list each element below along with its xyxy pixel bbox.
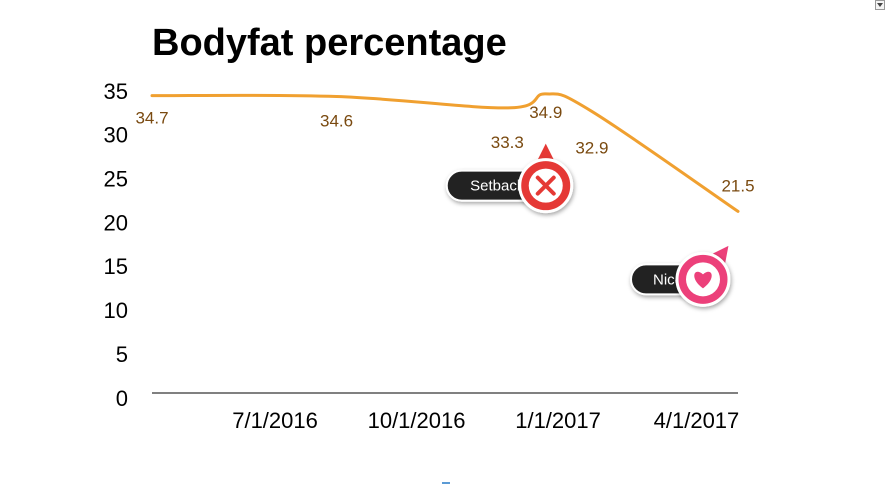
data-label: 34.9	[529, 103, 562, 122]
data-label: 34.6	[320, 112, 353, 131]
callout-nice[interactable]: Nice	[630, 245, 731, 307]
y-tick-label: 30	[104, 123, 128, 148]
y-tick-label: 25	[104, 167, 128, 192]
data-label: 33.3	[491, 133, 524, 152]
heart-icon	[694, 271, 712, 289]
y-axis-ticks: 0 5 10 15 20 25 30 35	[104, 79, 128, 411]
x-axis-ticks: 7/1/2016 10/1/2016 1/1/2017 4/1/2017	[232, 408, 739, 433]
data-label: 32.9	[575, 138, 608, 157]
data-labels: 34.7 34.6 33.3 34.9 32.9 21.5	[135, 103, 754, 196]
x-tick-label: 4/1/2017	[654, 408, 740, 433]
data-label: 21.5	[721, 176, 754, 195]
bottom-marker	[442, 482, 450, 484]
annotations: Setback Nice	[445, 143, 731, 307]
y-tick-label: 20	[104, 210, 128, 235]
callout-setback[interactable]: Setback	[445, 143, 574, 214]
chart-title: Bodyfat percentage	[152, 22, 507, 64]
y-tick-label: 35	[104, 79, 128, 104]
dropdown-menu-button[interactable]	[875, 0, 885, 10]
y-tick-label: 5	[116, 342, 128, 367]
x-tick-label: 7/1/2016	[232, 408, 318, 433]
x-tick-label: 10/1/2016	[368, 408, 466, 433]
callout-label: Setback	[470, 178, 525, 195]
y-tick-label: 0	[116, 386, 128, 411]
x-tick-label: 1/1/2017	[515, 408, 601, 433]
y-tick-label: 15	[104, 254, 128, 279]
data-label: 34.7	[135, 109, 168, 128]
series-line-bodyfat	[150, 92, 740, 213]
y-tick-label: 10	[104, 298, 128, 323]
callout-label: Nice	[653, 271, 683, 288]
x-icon	[535, 175, 556, 196]
